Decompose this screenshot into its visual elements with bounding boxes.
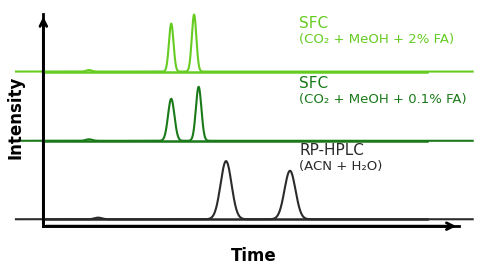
Text: RP-HPLC: RP-HPLC bbox=[299, 143, 364, 158]
Text: SFC: SFC bbox=[299, 16, 328, 31]
Text: Intensity: Intensity bbox=[7, 76, 25, 159]
Text: SFC: SFC bbox=[299, 76, 328, 91]
Text: (CO₂ + MeOH + 2% FA): (CO₂ + MeOH + 2% FA) bbox=[299, 33, 454, 46]
Text: Time: Time bbox=[230, 247, 276, 265]
Text: (ACN + H₂O): (ACN + H₂O) bbox=[299, 160, 382, 173]
Text: (CO₂ + MeOH + 0.1% FA): (CO₂ + MeOH + 0.1% FA) bbox=[299, 93, 466, 106]
